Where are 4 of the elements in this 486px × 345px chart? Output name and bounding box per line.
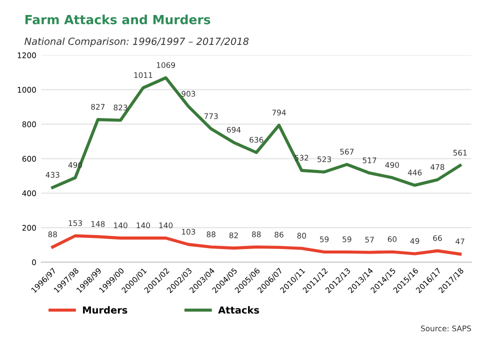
chart-title: Farm Attacks and Murders xyxy=(25,14,210,24)
legend-label: Murders xyxy=(83,306,128,314)
chart-subtitle: National Comparison: 1996/1997 – 2017/2018 xyxy=(24,37,249,47)
legend-label: Attacks xyxy=(218,306,260,314)
